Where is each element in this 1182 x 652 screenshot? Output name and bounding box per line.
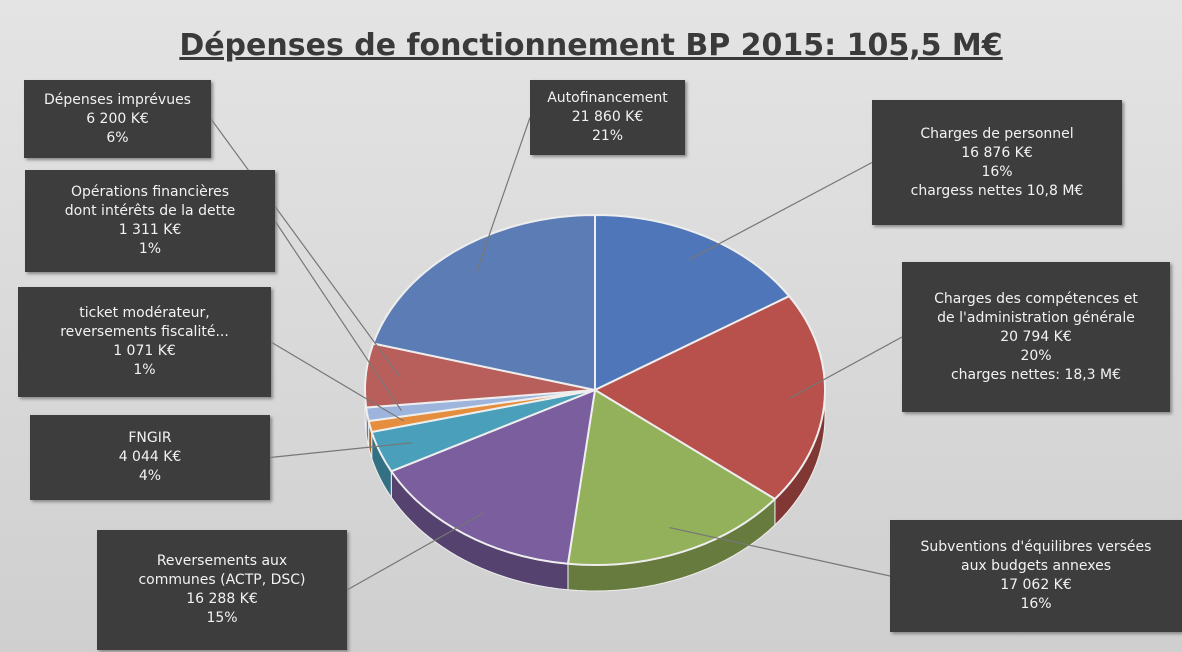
percent-label: 21% — [591, 128, 624, 144]
leader-line — [669, 526, 891, 577]
leader-line — [688, 161, 873, 261]
label-name: de l'administration générale — [937, 309, 1135, 326]
slice — [389, 388, 597, 565]
label-box: Charges des compétences et de l'administr… — [902, 262, 1170, 412]
percent-label: 20% — [1020, 347, 1052, 364]
slice — [592, 294, 826, 501]
value-label: 16 288 K€ — [186, 591, 258, 607]
label-box: Opérations financières dont intérêts de l… — [25, 170, 275, 272]
label-box: Dépenses imprévues 6 200 K€ 6% — [24, 80, 211, 158]
percent-label: 4% — [138, 468, 162, 484]
value-label: 6 200 K€ — [86, 110, 149, 127]
label-name: Dépenses imprévues — [44, 91, 191, 108]
label-name: FNGIR — [128, 430, 172, 446]
label-name: Subventions d'équilibres versées — [920, 539, 1152, 555]
value-label: 17 062 K€ — [1000, 577, 1072, 593]
leader-line — [475, 117, 531, 272]
leader-line — [789, 336, 903, 399]
percent-label: 1% — [133, 362, 156, 378]
label-box: Reversements aux communes (ACTP, DSC) 16 2… — [97, 530, 347, 650]
label-note: charges nettes: 18,3 M€ — [950, 366, 1122, 383]
value-label: 16 876 K€ — [961, 144, 1033, 161]
leader-line — [269, 442, 413, 459]
label-name: Charges de personnel — [920, 125, 1074, 142]
percent-label: 15% — [206, 610, 238, 626]
leader-line — [346, 512, 485, 591]
percent-label: 16% — [1020, 596, 1052, 612]
label-name: dont intérêts de la dette — [64, 203, 236, 219]
value-label: 1 071 K€ — [113, 343, 176, 359]
slice — [371, 213, 596, 392]
label-name: aux budgets annexes — [960, 558, 1112, 574]
value-label: 20 794 K€ — [1000, 328, 1072, 345]
label-name: reversements fiscalité... — [60, 324, 229, 340]
leader-line — [210, 118, 401, 378]
leader-line — [270, 341, 405, 422]
label-box: Subventions d'équilibres versées aux budg… — [890, 520, 1182, 632]
leader-lines — [210, 117, 903, 591]
value-label: 4 044 K€ — [118, 449, 182, 465]
value-label: 1 311 K€ — [118, 222, 182, 238]
label-box: Charges de personnel 16 876 K€ 16% chargess… — [872, 100, 1122, 225]
pie-top — [364, 213, 826, 566]
label-note: chargess nettes 10,8 M€ — [910, 182, 1084, 199]
label-name: Charges des compétences et — [934, 290, 1138, 307]
slice — [566, 388, 777, 566]
slice — [594, 213, 791, 392]
value-label: 21 860 K€ — [571, 109, 644, 125]
percent-label: 6% — [106, 129, 129, 146]
label-name: Autofinancement — [547, 90, 668, 106]
chart-title: Dépenses de fonctionnement BP 2015: 105,… — [179, 28, 1003, 63]
label-box: FNGIR 4 044 K€ 4% — [30, 415, 270, 500]
label-name: communes (ACTP, DSC) — [138, 572, 306, 588]
percent-label: 1% — [138, 241, 162, 257]
label-box: Autofinancement 21 860 K€ 21% — [530, 80, 685, 155]
label-name: Reversements aux — [156, 553, 288, 569]
label-name: ticket modérateur, — [79, 305, 210, 321]
label-box: ticket modérateur, reversements fiscalité… — [18, 287, 271, 397]
label-name: Opérations financières — [70, 184, 230, 200]
percent-label: 16% — [981, 163, 1013, 180]
leader-line — [274, 220, 402, 411]
